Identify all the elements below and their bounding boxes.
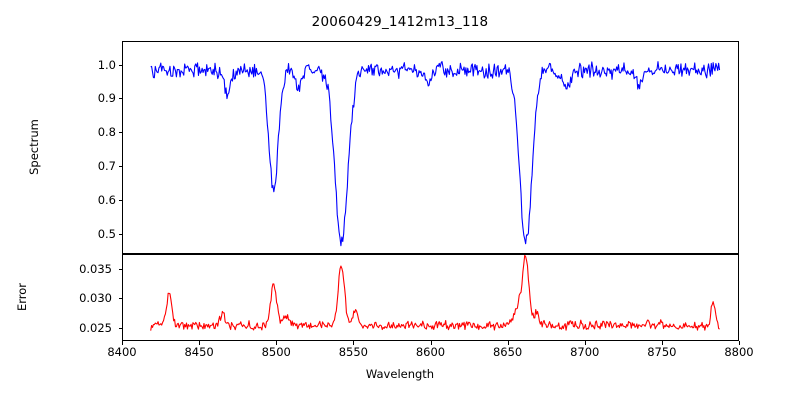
spectrum-y-tick-label: 0.8 <box>97 125 116 140</box>
x-tick-label: 8650 <box>492 345 523 359</box>
error-y-tick-mark <box>118 298 122 300</box>
x-tick-mark <box>122 341 123 345</box>
spectrum-panel <box>122 41 739 254</box>
error-y-tick-mark <box>118 268 122 270</box>
spectrum-plot-area <box>150 61 721 247</box>
spectrum-y-tick-label: 1.0 <box>97 57 116 72</box>
spectrum-y-tick-label: 0.5 <box>97 226 116 241</box>
spectrum-y-tick-mark <box>118 233 122 235</box>
spectrum-y-tick-label: 0.7 <box>97 159 116 174</box>
x-tick-mark <box>584 341 586 345</box>
x-tick-label: 8400 <box>107 345 137 359</box>
x-tick-label: 8550 <box>338 345 369 359</box>
x-tick-mark <box>353 341 355 345</box>
spectrum-y-tick-mark <box>118 132 122 134</box>
x-tick-label: 8800 <box>724 345 754 359</box>
x-tick-mark <box>199 341 201 345</box>
error-axis-label: Error <box>15 282 29 312</box>
error-panel <box>122 254 739 341</box>
x-tick-label: 8750 <box>647 345 677 359</box>
error-y-tick-label: 0.030 <box>79 291 112 306</box>
x-tick-mark <box>276 341 278 345</box>
error-y-tick-label: 0.035 <box>79 261 112 276</box>
spectrum-y-tick-label: 0.9 <box>97 91 116 106</box>
error-y-tick-label: 0.025 <box>79 320 112 335</box>
spectrum-axis-label: Spectrum <box>27 119 41 175</box>
spectrum-y-tick-mark <box>118 64 122 66</box>
page-title: 20060429_1412m13_118 <box>311 14 489 30</box>
error-y-tick-mark <box>118 327 122 329</box>
x-tick-label: 8450 <box>184 345 214 359</box>
error-plot-area <box>150 255 720 331</box>
spectrum-y-tick-mark <box>118 166 122 168</box>
x-tick-mark <box>507 341 509 345</box>
spectrum-y-tick-mark <box>118 98 122 100</box>
x-tick-mark <box>739 341 740 345</box>
spectrum-y-tick-mark <box>118 199 122 201</box>
wavelength-axis-label: Wavelength <box>365 367 435 381</box>
spectrum-y-tick-label: 0.6 <box>97 192 116 207</box>
x-tick-label: 8600 <box>415 345 446 359</box>
x-tick-label: 8500 <box>261 345 291 359</box>
x-tick-mark <box>430 341 432 345</box>
x-tick-mark <box>661 341 663 345</box>
x-tick-label: 8700 <box>570 345 600 359</box>
